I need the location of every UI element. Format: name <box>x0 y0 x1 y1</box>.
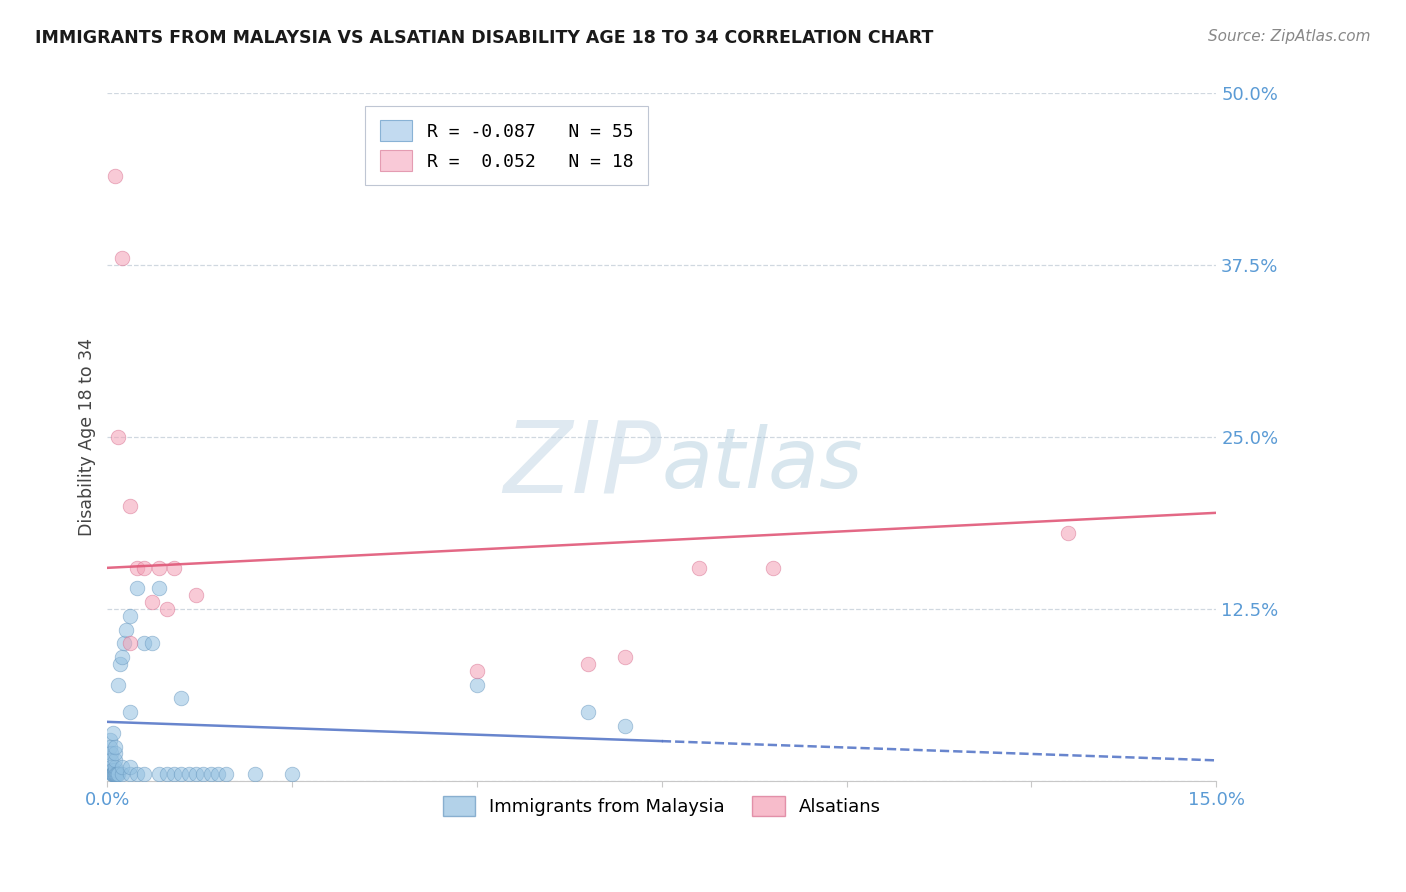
Point <box>104 747 127 761</box>
Point <box>107 678 129 692</box>
Point <box>125 561 148 575</box>
Point <box>104 753 127 767</box>
Point <box>688 561 710 575</box>
Point <box>101 726 124 740</box>
Point <box>125 582 148 596</box>
Point <box>155 767 177 781</box>
Point <box>104 767 127 781</box>
Point <box>148 582 170 596</box>
Point <box>98 732 121 747</box>
Text: Source: ZipAtlas.com: Source: ZipAtlas.com <box>1208 29 1371 44</box>
Point <box>107 767 129 781</box>
Point <box>207 767 229 781</box>
Point <box>111 650 134 665</box>
Point <box>613 719 636 733</box>
Point <box>576 657 599 672</box>
Point <box>465 664 488 678</box>
Point <box>118 767 141 781</box>
Text: ZIP: ZIP <box>503 417 662 513</box>
Point <box>101 763 124 777</box>
Point <box>613 650 636 665</box>
Point <box>104 760 127 774</box>
Point <box>101 767 124 781</box>
Text: atlas: atlas <box>662 425 863 505</box>
Point <box>163 767 186 781</box>
Point <box>108 657 131 672</box>
Point <box>762 561 785 575</box>
Point <box>112 636 135 650</box>
Point <box>170 767 193 781</box>
Point <box>134 767 156 781</box>
Point <box>104 169 127 183</box>
Point <box>281 767 304 781</box>
Point <box>134 636 156 650</box>
Point <box>104 763 127 777</box>
Point <box>101 767 124 781</box>
Point <box>105 767 128 781</box>
Point <box>111 767 134 781</box>
Point <box>103 767 125 781</box>
Point <box>163 561 186 575</box>
Point <box>170 691 193 706</box>
Point <box>98 739 121 754</box>
Point <box>134 561 156 575</box>
Point <box>148 767 170 781</box>
Text: IMMIGRANTS FROM MALAYSIA VS ALSATIAN DISABILITY AGE 18 TO 34 CORRELATION CHART: IMMIGRANTS FROM MALAYSIA VS ALSATIAN DIS… <box>35 29 934 46</box>
Point <box>118 636 141 650</box>
Point <box>141 595 163 609</box>
Point <box>148 561 170 575</box>
Point <box>155 602 177 616</box>
Point <box>184 588 207 602</box>
Point <box>104 739 127 754</box>
Point <box>1057 526 1080 541</box>
Point <box>465 678 488 692</box>
Point <box>100 747 122 761</box>
Point <box>104 767 127 781</box>
Point <box>107 430 129 444</box>
Point <box>125 767 148 781</box>
Point <box>105 767 128 781</box>
Point <box>141 636 163 650</box>
Point <box>118 760 141 774</box>
Point <box>118 609 141 624</box>
Point <box>111 760 134 774</box>
Point <box>245 767 267 781</box>
Point <box>576 705 599 719</box>
Point <box>118 499 141 513</box>
Point <box>193 767 215 781</box>
Point <box>100 753 122 767</box>
Point <box>200 767 222 781</box>
Point <box>177 767 200 781</box>
Point <box>103 767 125 781</box>
Point <box>184 767 207 781</box>
Point <box>103 767 125 781</box>
Point <box>115 623 138 637</box>
Point <box>111 252 134 266</box>
Point <box>118 705 141 719</box>
Y-axis label: Disability Age 18 to 34: Disability Age 18 to 34 <box>79 338 96 536</box>
Legend: Immigrants from Malaysia, Alsatians: Immigrants from Malaysia, Alsatians <box>436 789 889 823</box>
Point <box>215 767 238 781</box>
Point <box>100 760 122 774</box>
